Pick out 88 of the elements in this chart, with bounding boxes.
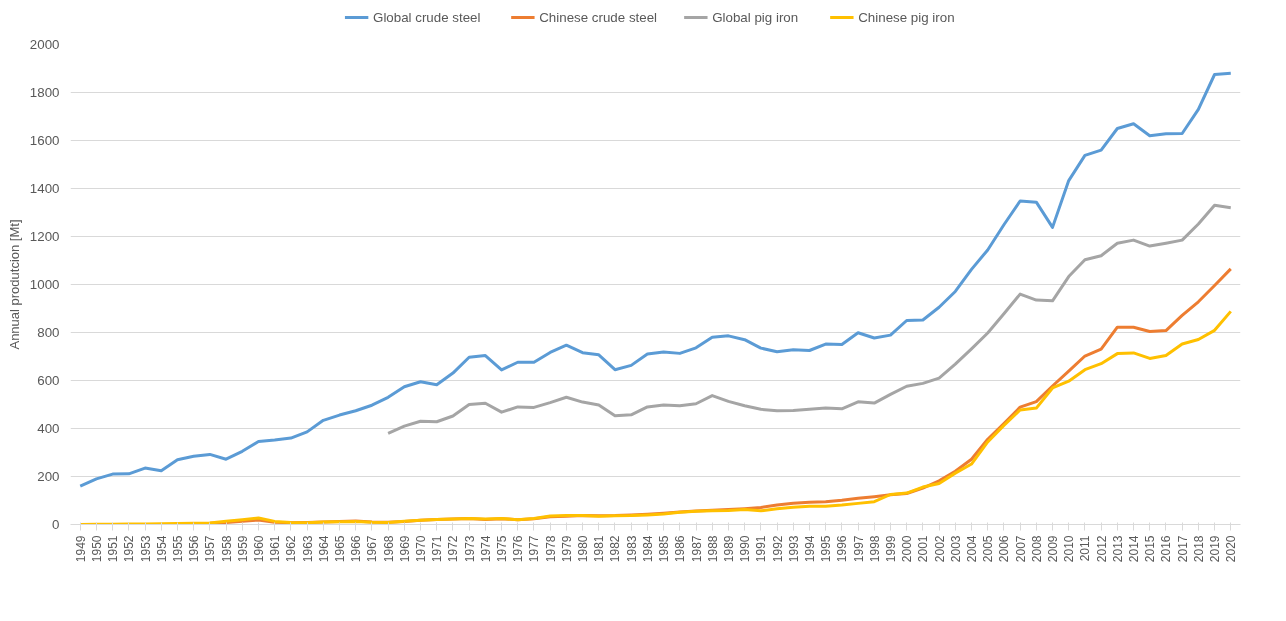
x-tick-label: 1955: [170, 535, 185, 563]
y-tick-label: 800: [37, 325, 60, 340]
x-tick-label: 2012: [1094, 535, 1109, 563]
x-tick-label: 1961: [268, 535, 283, 563]
y-axis-title: Annual produtcion [Mt]: [6, 219, 22, 350]
x-tick-label: 1958: [219, 535, 234, 563]
y-tick-label: 200: [37, 469, 60, 484]
x-tick-label: 1949: [73, 535, 88, 563]
x-tick-label: 2009: [1046, 535, 1061, 563]
x-tick-label: 1973: [462, 535, 477, 563]
x-tick-label: 1983: [624, 535, 639, 563]
x-tick-label: 1959: [235, 535, 250, 563]
x-tick-label: 1989: [721, 535, 736, 563]
y-tick-label: 1800: [29, 85, 60, 100]
x-tick-label: 1950: [89, 535, 104, 563]
x-tick-label: 1972: [446, 535, 461, 563]
x-tick-label: 1981: [592, 535, 607, 563]
x-tick-label: 1951: [106, 535, 121, 563]
x-tick-label: 1971: [430, 535, 445, 563]
x-tick-label: 1997: [851, 535, 866, 563]
x-tick-label: 1964: [316, 535, 331, 563]
x-tick-label: 2006: [997, 535, 1012, 563]
y-tick-label: 2000: [29, 37, 60, 52]
x-tick-label: 1995: [819, 535, 834, 563]
x-tick-label: 1963: [300, 535, 315, 563]
x-tick-label: 1962: [284, 535, 299, 563]
x-tick-label: 1952: [122, 535, 137, 563]
x-tick-label: 2013: [1110, 535, 1125, 563]
x-tick-label: 1960: [251, 535, 266, 563]
x-tick-label: 1977: [527, 535, 542, 563]
y-tick-label: 0: [52, 517, 60, 532]
x-tick-label: 1996: [835, 535, 850, 563]
legend-label: Chinese crude steel: [539, 10, 658, 25]
x-tick-label: 1953: [138, 535, 153, 563]
x-tick-label: 1969: [397, 535, 412, 563]
x-tick-label: 2017: [1175, 535, 1190, 563]
y-tick-label: 400: [37, 421, 60, 436]
x-tick-label: 1993: [786, 535, 801, 563]
x-tick-label: 1980: [576, 535, 591, 563]
x-tick-label: 1965: [333, 535, 347, 563]
legend-label: Chinese pig iron: [858, 10, 955, 25]
x-tick-label: 1978: [543, 535, 558, 563]
x-tick-label: 1986: [673, 535, 688, 563]
legend-label: Global pig iron: [712, 10, 799, 25]
x-tick-label: 1976: [511, 535, 526, 563]
x-tick-label: 2015: [1143, 535, 1158, 563]
x-tick-label: 2014: [1127, 535, 1142, 563]
x-tick-label: 1998: [867, 535, 882, 563]
legend-label: Global crude steel: [373, 10, 481, 25]
x-tick-label: 1994: [802, 535, 817, 563]
x-tick-label: 2011: [1078, 535, 1093, 562]
x-tick-label: 1988: [705, 535, 720, 563]
x-tick-label: 2003: [948, 535, 963, 563]
x-tick-label: 2019: [1208, 535, 1223, 563]
x-tick-label: 2020: [1224, 535, 1239, 563]
x-tick-label: 1975: [495, 535, 510, 563]
x-tick-label: 2010: [1062, 535, 1077, 563]
x-tick-label: 2000: [900, 535, 915, 563]
x-tick-label: 2008: [1029, 535, 1044, 563]
x-tick-label: 1984: [640, 535, 655, 563]
x-tick-label: 1979: [559, 535, 574, 563]
x-tick-label: 2005: [981, 535, 996, 563]
x-tick-label: 1992: [770, 535, 785, 563]
x-tick-label: 2018: [1191, 535, 1206, 563]
x-tick-label: 2004: [965, 535, 979, 563]
y-tick-label: 1600: [29, 133, 60, 148]
x-tick-label: 1974: [478, 535, 493, 563]
x-tick-label: 1999: [883, 535, 898, 563]
y-tick-label: 1400: [29, 181, 60, 196]
x-tick-label: 1967: [365, 535, 380, 563]
y-tick-label: 600: [37, 373, 60, 388]
x-tick-label: 1982: [608, 535, 623, 563]
y-tick-label: 1200: [29, 229, 60, 244]
x-tick-label: 2001: [916, 535, 931, 563]
x-tick-label: 2007: [1013, 535, 1028, 563]
x-tick-label: 1990: [738, 535, 753, 563]
x-tick-label: 1968: [381, 535, 396, 563]
x-tick-label: 1954: [154, 535, 169, 563]
x-tick-label: 1966: [349, 535, 364, 563]
x-tick-label: 1956: [187, 535, 202, 563]
y-tick-label: 1000: [29, 277, 60, 292]
x-tick-label: 1987: [689, 535, 704, 563]
x-tick-label: 2002: [932, 535, 947, 563]
x-tick-label: 1991: [754, 535, 769, 563]
x-tick-label: 1970: [414, 535, 429, 563]
x-tick-label: 1957: [203, 535, 218, 563]
x-tick-label: 2016: [1159, 535, 1174, 563]
x-tick-label: 1985: [657, 535, 672, 563]
